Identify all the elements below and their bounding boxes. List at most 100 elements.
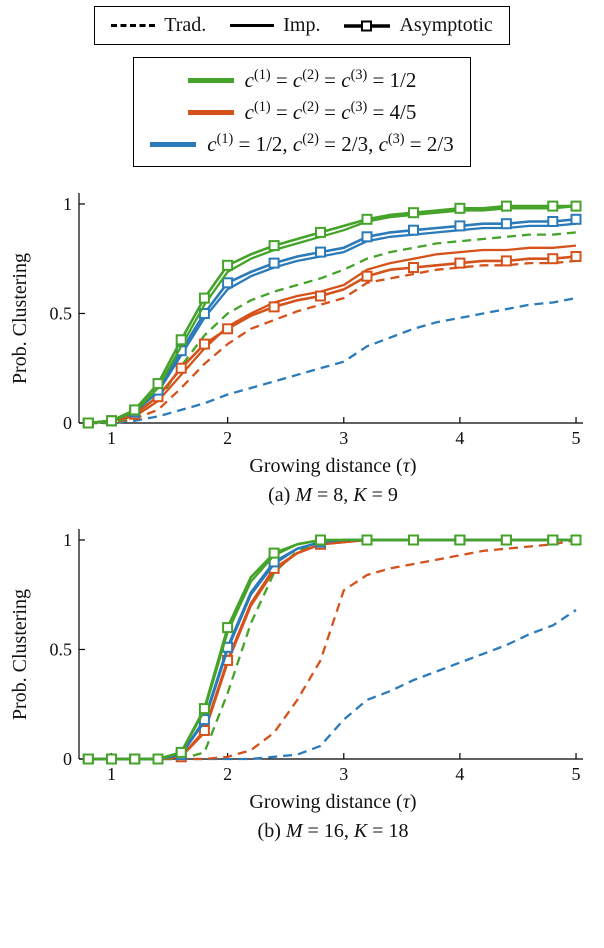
- square-marker: [500, 218, 512, 230]
- legend-label-orange: c(1) = c(2) = c(3) = 4/5: [244, 99, 417, 124]
- series-asym-blue: [88, 218, 577, 425]
- x-tick-label: 5: [572, 764, 581, 784]
- square-marker: [129, 753, 141, 765]
- legend-item-asymptotic: Asymptotic: [344, 14, 493, 37]
- square-marker: [198, 292, 210, 304]
- y-axis-label-b: Prob. Clustering: [9, 589, 31, 721]
- y-tick-label: 0.5: [50, 303, 73, 323]
- square-marker: [547, 534, 559, 546]
- series-asym-blue: [88, 538, 576, 761]
- square-marker: [454, 202, 466, 214]
- square-marker: [198, 703, 210, 715]
- x-axis-label-a: Growing distance (τ): [249, 455, 417, 477]
- square-marker: [570, 213, 582, 225]
- legend-row-blue: c(1) = 1/2, c(2) = 2/3, c(3) = 2/3: [150, 131, 454, 157]
- series-trad-blue: [88, 296, 577, 425]
- square-marker: [198, 725, 210, 736]
- legend-label-blue: c(1) = 1/2, c(2) = 2/3, c(3) = 2/3: [207, 131, 454, 156]
- square-marker: [222, 277, 234, 289]
- square-marker: [315, 290, 326, 302]
- legend-item-trad: Trad.: [111, 14, 206, 37]
- legend-label-asymptotic: Asymptotic: [399, 14, 493, 36]
- square-marker: [222, 323, 234, 335]
- square-marker: [500, 255, 512, 267]
- square-marker: [315, 226, 326, 238]
- legend-item-imp: Imp.: [230, 14, 320, 37]
- dashed-line-sample-icon: [111, 24, 156, 27]
- square-marker: [361, 270, 373, 282]
- x-axis-label-b: Growing distance (τ): [249, 791, 417, 813]
- y-tick-label: 0: [63, 749, 72, 769]
- x-tick-label: 1: [107, 764, 116, 784]
- square-marker: [222, 622, 234, 634]
- square-marker: [198, 338, 210, 350]
- legend-label-imp: Imp.: [283, 14, 321, 36]
- series-imp-blue: [88, 538, 576, 761]
- square-marker: [570, 534, 582, 546]
- series-trad-orange: [88, 259, 577, 425]
- series-trad-orange: [88, 538, 577, 761]
- square-marker: [408, 224, 419, 236]
- y-tick-label: 0: [63, 413, 72, 433]
- series-asym-green: [88, 204, 576, 425]
- series-imp-orange: [88, 244, 577, 425]
- square-marker: [547, 200, 559, 212]
- subplot-a-caption: (a) M = 8, K = 9: [268, 484, 398, 506]
- square-marker: [361, 213, 373, 225]
- subplot-b: Prob. Clustering 1 2 3 4 5 0 0.5 1 Growing dist…: [9, 521, 595, 843]
- legend-label-green: c(1) = c(2) = c(3) = 1/2: [244, 67, 417, 92]
- square-marker: [82, 417, 94, 429]
- line-style-legend: Trad. Imp. Asymptotic: [94, 6, 510, 45]
- square-marker: [129, 404, 141, 416]
- series-imp-orange: [88, 538, 576, 761]
- square-marker: [408, 262, 419, 273]
- square-marker: [570, 200, 582, 212]
- square-marker: [547, 216, 559, 227]
- square-marker: [361, 534, 373, 546]
- series-asym-orange: [88, 538, 576, 761]
- square-marker: [106, 753, 117, 765]
- square-marker: [268, 240, 280, 252]
- square-marker: [175, 334, 187, 346]
- chart-b-plot-area: 1 2 3 4 5 0 0.5 1: [35, 521, 595, 789]
- square-marker: [315, 534, 326, 546]
- square-marker: [454, 534, 466, 546]
- series-imp-green: [88, 204, 577, 425]
- square-marker: [315, 246, 326, 258]
- square-marker: [408, 534, 419, 546]
- square-marker: [152, 378, 164, 390]
- y-tick-label: 1: [63, 530, 72, 550]
- color-legend: c(1) = c(2) = c(3) = 1/2 c(1) = c(2) = c…: [133, 57, 471, 167]
- series-trad-blue: [88, 609, 577, 761]
- square-marker: [222, 259, 234, 271]
- y-tick-label: 1: [63, 194, 72, 214]
- y-axis-label-a: Prob. Clustering: [9, 253, 31, 385]
- square-marker: [547, 253, 559, 265]
- legend-row-green: c(1) = c(2) = c(3) = 1/2: [187, 67, 417, 93]
- square-marker: [500, 534, 512, 546]
- y-tick-label: 0.5: [50, 639, 73, 659]
- orange-line-sample-icon: [187, 109, 234, 115]
- series-imp-green: [88, 538, 576, 761]
- x-tick-label: 1: [107, 428, 116, 448]
- square-marker: [175, 362, 187, 374]
- blue-line-sample-icon: [150, 141, 197, 147]
- square-marker: [268, 257, 280, 269]
- green-line-sample-icon: [187, 77, 234, 83]
- square-marker: [454, 257, 466, 269]
- x-tick-label: 5: [572, 428, 581, 448]
- series-trad-green: [88, 538, 576, 761]
- x-tick-label: 2: [223, 764, 232, 784]
- marker-line-sample-icon: [344, 20, 391, 31]
- figure-page: Trad. Imp. Asymptotic c(1) = c(2) = c(3)…: [9, 6, 595, 843]
- subplot-a: Prob. Clustering 1 2 3 4 5 0 0.5 1 Growing dist…: [9, 185, 595, 507]
- legend-label-trad: Trad.: [164, 14, 207, 36]
- square-marker: [82, 753, 94, 765]
- square-marker: [268, 547, 280, 559]
- square-marker: [152, 753, 164, 765]
- square-marker: [570, 251, 582, 262]
- square-marker: [175, 746, 187, 758]
- x-tick-label: 3: [339, 764, 348, 784]
- square-marker: [268, 301, 280, 313]
- square-marker: [361, 231, 373, 243]
